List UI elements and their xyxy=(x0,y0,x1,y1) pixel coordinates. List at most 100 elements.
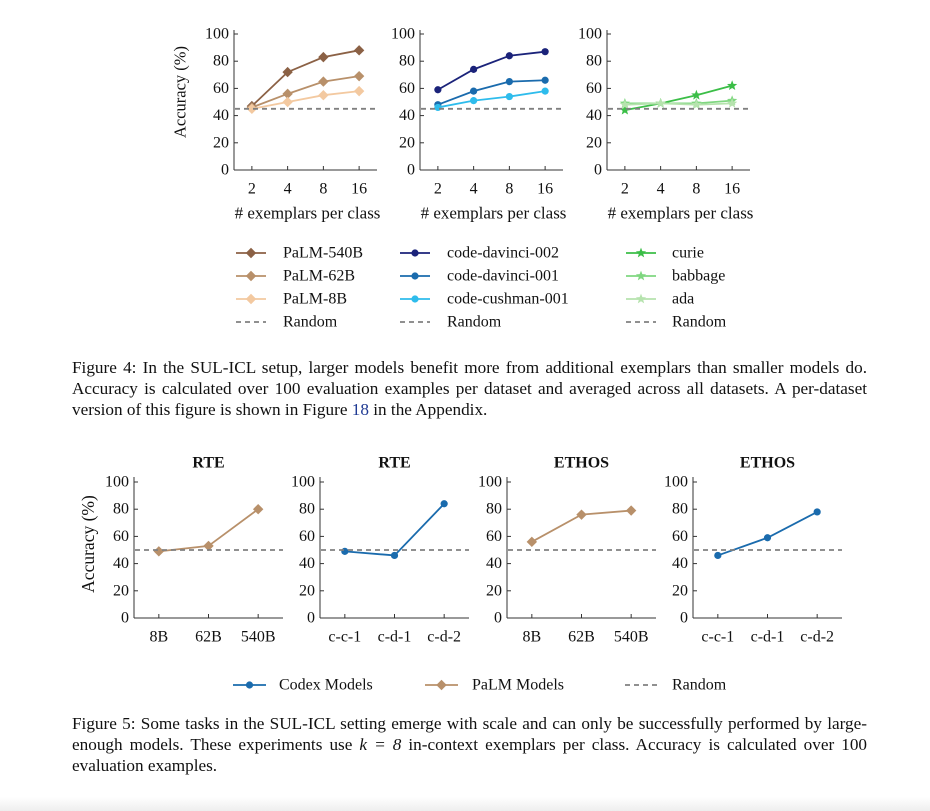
y-tick-label-fig4-panel-1: 100 xyxy=(205,26,229,43)
data-point-curie-fig4-panel-3 xyxy=(691,89,702,100)
series-line-ada-fig4-panel-3 xyxy=(624,102,733,106)
x-tick-label-fig4-panel-3: 16 xyxy=(724,181,740,198)
y-tick-label-fig5-panel-3: 40 xyxy=(486,555,502,572)
x-tick-label-fig4-panel-3: 4 xyxy=(657,181,665,198)
y-tick-label-fig4-panel-1: 80 xyxy=(213,53,229,70)
data-point-palm-8b-fig4-panel-1 xyxy=(246,103,258,114)
data-point-codex-models-fig5-panel-4 xyxy=(813,508,821,516)
legend-code-davinci-001-fig4-col2-label: code-davinci-001 xyxy=(447,268,559,285)
x-tick-label-fig5-panel-3: 8B xyxy=(522,629,541,646)
data-point-code-davinci-002-fig4-panel-2 xyxy=(470,65,478,73)
y-tick-label-fig5-panel-2: 80 xyxy=(299,501,315,518)
data-point-ada-fig4-panel-3 xyxy=(619,99,631,110)
legend-palm-540b-fig4-col1-label: PaLM-540B xyxy=(283,245,363,262)
x-tick-label-fig4-panel-2: 8 xyxy=(505,181,513,198)
data-point-palm-models-fig5-panel-1 xyxy=(252,504,264,515)
data-point-ada-fig4-panel-3 xyxy=(726,97,738,108)
data-point-palm-models-fig5-panel-1 xyxy=(153,546,165,557)
data-point-palm-8b-fig4-panel-1 xyxy=(353,85,365,97)
x-axis-title-fig4-panel-2: # exemplars per class xyxy=(421,204,567,223)
x-tick-label-fig5-panel-1: 540B xyxy=(241,629,276,646)
figure-18-reference[interactable]: 18 xyxy=(351,400,369,419)
legend-curie-fig4-col3-label: curie xyxy=(672,245,704,262)
figure-5-caption: Figure 5: Some tasks in the SUL-ICL sett… xyxy=(72,713,867,776)
figure-4-caption-text: Figure 4: In the SUL-ICL setup, larger m… xyxy=(72,358,867,419)
y-tick-label-fig4-panel-2: 100 xyxy=(391,26,415,43)
series-line-code-davinci-002-fig4-panel-2 xyxy=(437,50,546,91)
y-tick-label-fig5-panel-3: 100 xyxy=(478,474,502,491)
x-axis-title-fig4-panel-1: # exemplars per class xyxy=(235,204,381,223)
y-tick-label-fig5-panel-2: 60 xyxy=(299,528,315,545)
legend-code-cushman-001-fig4-col2-marker xyxy=(411,295,419,303)
y-tick-label-fig4-panel-2: 20 xyxy=(399,134,415,151)
y-tick-label-fig5-panel-2: 100 xyxy=(291,474,315,491)
y-tick-label-fig5-panel-4: 80 xyxy=(672,501,688,518)
y-tick-label-fig5-panel-3: 80 xyxy=(486,501,502,518)
x-tick-label-fig4-panel-2: 4 xyxy=(470,181,478,198)
y-tick-label-fig4-panel-3: 20 xyxy=(586,134,602,151)
data-point-palm-540b-fig4-panel-1 xyxy=(282,66,293,78)
data-point-code-davinci-002-fig4-panel-2 xyxy=(505,52,513,60)
y-tick-label-fig5-panel-4: 100 xyxy=(664,474,688,491)
panel-title-fig5-panel-4: ETHOS xyxy=(740,455,795,472)
series-line-palm-8b-fig4-panel-1 xyxy=(251,90,360,110)
x-tick-label-fig5-panel-4: c-d-2 xyxy=(800,629,834,646)
x-tick-label-fig4-panel-3: 2 xyxy=(621,181,629,198)
data-point-palm-540b-fig4-panel-1 xyxy=(318,51,329,63)
x-axis-title-fig4-panel-3: # exemplars per class xyxy=(608,204,754,223)
data-point-code-cushman-001-fig4-panel-2 xyxy=(505,92,513,101)
y-tick-label-fig5-panel-1: 20 xyxy=(113,582,129,599)
data-point-code-davinci-001-fig4-panel-2 xyxy=(541,76,549,84)
data-point-code-cushman-001-fig4-panel-2 xyxy=(434,103,442,112)
x-tick-label-fig5-panel-1: 8B xyxy=(149,629,168,646)
y-tick-label-fig5-panel-2: 40 xyxy=(299,555,315,572)
data-point-codex-models-fig5-panel-2 xyxy=(341,547,349,555)
series-line-code-davinci-001-fig4-panel-2 xyxy=(437,79,546,106)
y-tick-label-fig5-panel-3: 60 xyxy=(486,528,502,545)
data-point-codex-models-fig5-panel-4 xyxy=(763,534,772,542)
data-point-curie-fig4-panel-3 xyxy=(619,104,631,115)
legend-palm-8b-fig4-col1-label: PaLM-8B xyxy=(283,291,347,308)
panel-title-fig5-panel-1: RTE xyxy=(192,455,224,472)
data-point-ada-fig4-panel-3 xyxy=(691,99,702,110)
data-point-palm-models-fig5-panel-3 xyxy=(576,509,587,520)
x-tick-label-fig5-panel-4: c-c-1 xyxy=(701,629,734,646)
panel-title-fig5-panel-3: ETHOS xyxy=(554,455,609,472)
legend-ada-fig4-col3-marker xyxy=(635,293,647,304)
x-tick-label-fig5-panel-2: c-d-1 xyxy=(378,629,412,646)
y-tick-label-fig4-panel-1: 40 xyxy=(213,107,229,124)
series-line-palm-540b-fig4-panel-1 xyxy=(251,49,360,107)
data-point-curie-fig4-panel-3 xyxy=(726,80,738,91)
x-tick-label-fig5-panel-2: c-c-1 xyxy=(328,629,361,646)
data-point-code-davinci-002-fig4-panel-2 xyxy=(434,86,442,94)
legend-ada-fig4-col3-label: ada xyxy=(672,291,694,308)
figure-5-caption-math: k = 8 xyxy=(359,735,402,754)
x-tick-label-fig4-panel-1: 16 xyxy=(351,181,367,198)
x-tick-label-fig5-panel-2: c-d-2 xyxy=(427,629,461,646)
data-point-code-cushman-001-fig4-panel-2 xyxy=(541,87,549,95)
x-tick-label-fig4-panel-1: 2 xyxy=(248,181,256,198)
data-point-palm-62b-fig4-panel-1 xyxy=(353,70,365,82)
data-point-palm-models-fig5-panel-3 xyxy=(526,536,538,548)
legend-codex-label: Codex Models xyxy=(279,677,373,694)
series-line-palm-62b-fig4-panel-1 xyxy=(251,75,360,109)
y-tick-label-fig4-panel-2: 0 xyxy=(407,162,415,179)
y-axis-title-fig5: Accuracy (%) xyxy=(78,495,98,593)
x-tick-label-fig4-panel-3: 8 xyxy=(692,181,700,198)
y-tick-label-fig5-panel-4: 20 xyxy=(672,582,688,599)
data-point-codex-models-fig5-panel-2 xyxy=(440,500,448,508)
data-point-codex-models-fig5-panel-4 xyxy=(714,551,722,560)
y-tick-label-fig5-panel-4: 0 xyxy=(680,610,688,627)
figure-5-caption-text: Figure 5: Some tasks in the SUL-ICL sett… xyxy=(72,714,867,754)
y-tick-label-fig4-panel-3: 80 xyxy=(586,53,602,70)
panel-title-fig5-panel-2: RTE xyxy=(378,455,410,472)
figure-4-caption: Figure 4: In the SUL-ICL setup, larger m… xyxy=(72,357,867,420)
data-point-palm-8b-fig4-panel-1 xyxy=(318,90,329,101)
legend-palm-8b-fig4-col1-marker xyxy=(245,293,257,305)
data-point-code-davinci-001-fig4-panel-2 xyxy=(470,87,478,95)
x-tick-label-fig5-panel-4: c-d-1 xyxy=(751,629,785,646)
legend-palm-marker xyxy=(436,679,447,691)
y-tick-label-fig4-panel-3: 0 xyxy=(594,162,602,179)
y-tick-label-fig5-panel-1: 60 xyxy=(113,528,129,545)
data-point-palm-62b-fig4-panel-1 xyxy=(282,88,293,100)
